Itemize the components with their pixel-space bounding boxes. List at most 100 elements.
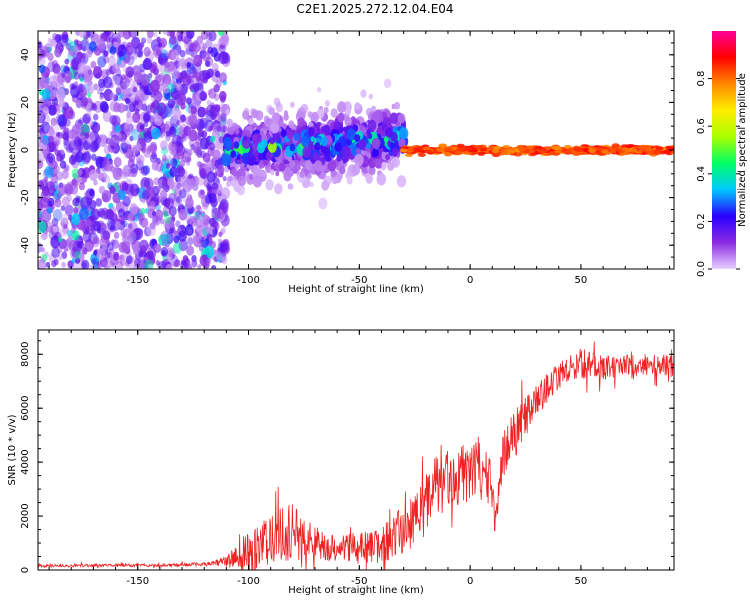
spectrogram-point bbox=[131, 206, 138, 215]
spectrogram-point bbox=[491, 149, 500, 154]
spectrogram-xtick-label: -50 bbox=[351, 275, 367, 286]
spectrogram-point bbox=[367, 132, 373, 140]
spectrogram-point bbox=[70, 130, 77, 138]
spectrogram-point bbox=[90, 60, 97, 69]
spectrogram-point bbox=[193, 54, 203, 67]
spectrogram-point bbox=[248, 174, 253, 180]
spectrogram-point bbox=[506, 150, 515, 155]
spectrogram-point bbox=[217, 31, 225, 36]
spectrogram-point bbox=[93, 113, 99, 121]
spectrogram-xtick-label: -100 bbox=[237, 275, 260, 286]
spectrogram-point bbox=[64, 118, 71, 127]
spectrogram-point bbox=[300, 135, 310, 148]
spectrogram-point bbox=[212, 228, 218, 235]
spectrogram-point bbox=[233, 141, 240, 149]
spectrogram-point bbox=[122, 171, 128, 178]
spectrogram-point bbox=[475, 145, 484, 149]
spectrogram-point bbox=[267, 141, 277, 153]
spectrogram-point bbox=[102, 50, 108, 58]
snr-xtick-label: 0 bbox=[467, 576, 473, 587]
spectrogram-point bbox=[71, 213, 81, 226]
spectrogram-point bbox=[220, 113, 227, 122]
colorbar-ticks: 0.0 0.2 0.4 0.6 0.8 bbox=[696, 71, 740, 277]
spectrogram-point bbox=[137, 43, 143, 51]
spectrogram-point bbox=[234, 128, 240, 135]
spectrogram-point bbox=[187, 237, 194, 246]
spectrogram-point bbox=[47, 225, 54, 233]
spectrogram-point bbox=[180, 261, 189, 269]
spectrogram-point bbox=[154, 115, 163, 127]
spectrogram-point bbox=[186, 61, 192, 68]
spectrogram-point bbox=[129, 135, 134, 142]
spectrogram-point bbox=[109, 92, 116, 101]
spectrogram-point bbox=[72, 240, 83, 254]
spectrogram-point bbox=[63, 223, 68, 230]
spectrogram-point bbox=[101, 190, 112, 203]
spectrogram-point bbox=[194, 205, 203, 216]
spectrogram-point bbox=[42, 148, 47, 155]
spectrogram-point bbox=[102, 243, 108, 251]
spectrogram-point bbox=[50, 117, 57, 127]
spectrogram-point bbox=[219, 72, 227, 83]
spectrogram-point bbox=[168, 143, 178, 155]
spectrogram-point bbox=[226, 181, 231, 188]
spectrogram-point bbox=[242, 135, 248, 142]
spectrogram-point bbox=[125, 255, 133, 265]
spectrogram-point bbox=[158, 53, 167, 65]
spectrogram-point bbox=[248, 117, 254, 126]
spectrogram-point bbox=[61, 169, 69, 180]
spectrogram-point bbox=[194, 214, 200, 221]
spectrogram-point bbox=[204, 161, 215, 175]
spectrogram-point bbox=[339, 166, 346, 175]
colorbar-strip bbox=[712, 31, 736, 269]
spectrogram-point bbox=[161, 232, 172, 246]
spectrogram-xtick-label: 0 bbox=[467, 275, 473, 286]
spectrogram-point bbox=[174, 188, 183, 198]
spectrogram-point bbox=[222, 209, 226, 215]
spectrogram-point bbox=[75, 122, 84, 134]
spectrogram-point bbox=[289, 143, 296, 152]
spectrogram-point bbox=[115, 221, 121, 229]
spectrogram-point bbox=[186, 97, 192, 105]
spectrogram-point bbox=[394, 101, 401, 110]
spectrogram-point bbox=[103, 145, 111, 155]
spectrogram-point bbox=[101, 102, 109, 114]
spectrogram-point bbox=[211, 104, 221, 116]
spectrogram-point bbox=[207, 184, 212, 190]
spectrogram-point bbox=[201, 130, 208, 139]
spectrogram-point bbox=[368, 166, 376, 176]
spectrogram-point bbox=[146, 31, 154, 38]
spectrogram-point bbox=[367, 157, 377, 169]
spectrogram-point bbox=[113, 231, 120, 239]
spectrogram-point bbox=[122, 164, 132, 177]
snr-ytick-label: 6000 bbox=[20, 395, 31, 420]
spectrogram-point bbox=[119, 142, 129, 155]
spectrogram-point bbox=[330, 108, 338, 118]
spectrogram-point bbox=[164, 92, 171, 101]
spectrogram-point bbox=[299, 170, 306, 178]
spectrogram-point bbox=[225, 108, 230, 115]
spectrogram-point bbox=[611, 146, 620, 151]
spectrogram-point bbox=[88, 41, 97, 52]
spectrogram-point bbox=[424, 149, 433, 154]
spectrogram-point bbox=[383, 78, 392, 89]
spectrogram-point bbox=[372, 147, 379, 157]
spectrogram-point bbox=[57, 236, 63, 243]
spectrogram-point bbox=[140, 73, 150, 87]
spectrogram-point bbox=[436, 147, 445, 152]
spectrogram-point bbox=[127, 213, 134, 222]
spectrogram-point bbox=[41, 253, 48, 262]
spectrogram-point bbox=[63, 106, 74, 120]
spectrogram-point bbox=[93, 83, 99, 91]
spectrogram-point bbox=[126, 105, 134, 115]
spectrogram-point bbox=[89, 215, 94, 222]
spectrogram-point bbox=[160, 49, 169, 59]
spectrogram-point bbox=[52, 193, 60, 203]
spectrogram-point bbox=[182, 73, 192, 86]
spectrogram-point bbox=[219, 90, 227, 101]
spectrogram-point bbox=[175, 196, 181, 203]
spectrogram-point bbox=[117, 189, 126, 200]
spectrogram-point bbox=[276, 101, 281, 108]
spectrogram-point bbox=[205, 39, 213, 49]
spectrogram-point bbox=[168, 250, 174, 258]
